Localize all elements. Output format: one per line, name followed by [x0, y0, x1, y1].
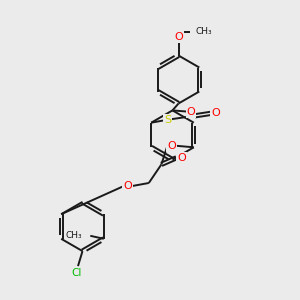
Text: CH₃: CH₃ — [66, 231, 82, 240]
Text: S: S — [164, 115, 171, 125]
Text: O: O — [177, 153, 186, 163]
Text: Cl: Cl — [71, 268, 82, 278]
Text: O: O — [167, 141, 176, 151]
Text: CH₃: CH₃ — [195, 27, 211, 36]
Text: O: O — [123, 181, 132, 191]
Text: O: O — [211, 108, 220, 118]
Text: O: O — [174, 32, 183, 42]
Text: O: O — [187, 107, 196, 117]
